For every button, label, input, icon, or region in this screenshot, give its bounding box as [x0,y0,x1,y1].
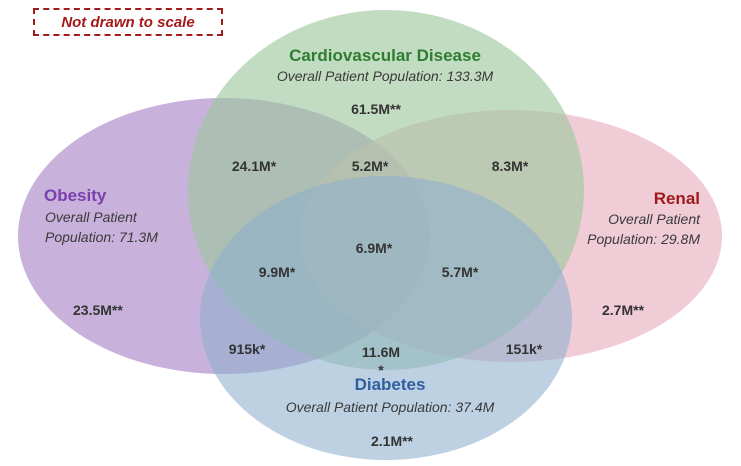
renal-population-line1: Overall Patient [608,211,700,227]
obesity-population-line2: Population: 71.3M [45,229,158,245]
obesity-title: Obesity [44,186,107,205]
region-cv-diabetes-footnote: * [378,362,384,378]
diabetes-ellipse [200,176,572,460]
region-cv-diabetes: 11.6M [361,344,401,360]
region-obesity-only: 23.5M** [73,302,123,318]
region-renal-diabetes: 151k* [505,341,543,357]
region-cv-obesity-diabetes: 9.9M* [258,264,296,280]
region-all-four: 6.9M* [355,240,393,256]
region-cv-renal-obesity: 5.2M* [351,158,389,174]
not-to-scale-badge: Not drawn to scale [33,8,223,36]
region-cv-obesity: 24.1M* [231,158,277,174]
cardiovascular-title: Cardiovascular Disease [289,46,481,65]
diabetes-title: Diabetes [354,375,426,394]
region-renal-only: 2.7M** [602,302,645,318]
region-diabetes-only: 2.1M** [370,433,414,449]
renal-title: Renal [653,189,700,208]
region-cv-renal-diabetes: 5.7M* [441,264,479,280]
renal-population-line2: Population: 29.8M [587,231,700,247]
region-cv-renal: 8.3M* [491,158,529,174]
diabetes-population: Overall Patient Population: 37.4M [285,399,495,415]
region-obesity-diabetes: 915k* [228,341,266,357]
obesity-population-line1: Overall Patient [45,209,137,225]
region-cv-only: 61.5M** [351,101,401,117]
cardiovascular-population: Overall Patient Population: 133.3M [276,68,494,84]
